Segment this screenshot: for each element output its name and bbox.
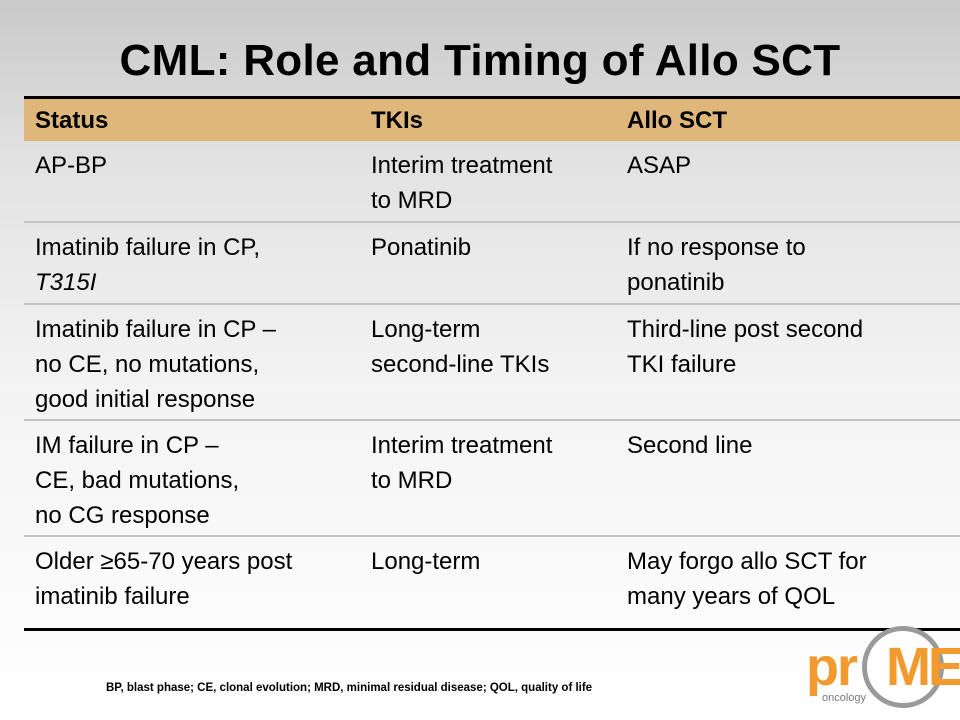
cell-status: IM failure in CP – CE, bad mutations, no…: [35, 432, 240, 529]
cell-allo-sct: Second line: [627, 432, 753, 459]
logo-subtext: oncology: [822, 692, 867, 704]
cell-tkis: Interim treatment to MRD: [371, 432, 553, 494]
cell-tkis: Interim treatment to MRD: [371, 152, 553, 214]
footnote: BP, blast phase; CE, clonal evolution; M…: [106, 682, 593, 694]
prime-oncology-logo: pr ME oncology: [800, 624, 960, 720]
logo-ring: [862, 626, 944, 708]
header-allo-sct: Allo SCT: [627, 106, 727, 134]
cell-tkis: Ponatinib: [371, 234, 472, 261]
cell-tkis: Long-term second-line TKIs: [371, 316, 550, 378]
logo-text-right: ME: [886, 637, 960, 697]
table-bottom-rule: [24, 628, 960, 631]
status-table: Status TKIs Allo SCT AP-BP Interim treat…: [24, 96, 960, 631]
logo-text-left: pr: [806, 637, 858, 697]
cell-allo-sct: If no response to ponatinib: [627, 234, 806, 296]
table-row: Imatinib failure in CP, T315I Ponatinib …: [24, 223, 960, 305]
cell-status: Imatinib failure in CP, T315I: [35, 234, 260, 296]
cell-allo-sct: Third-line post second TKI failure: [627, 316, 864, 378]
cell-status: Older ≥65-70 years post imatinib failure: [35, 548, 293, 610]
table-header-row: Status TKIs Allo SCT: [24, 99, 960, 141]
table-top-rule: [24, 96, 960, 99]
cell-tkis: Long-term: [371, 548, 481, 575]
cell-allo-sct: May forgo allo SCT for many years of QOL: [627, 548, 867, 610]
header-tkis: TKIs: [371, 106, 424, 134]
cell-status: AP-BP: [35, 152, 108, 179]
slide-title: CML: Role and Timing of Allo SCT: [119, 36, 841, 85]
table-row: Imatinib failure in CP – no CE, no mutat…: [24, 305, 960, 421]
table-row: IM failure in CP – CE, bad mutations, no…: [24, 421, 960, 537]
table-row: AP-BP Interim treatment to MRD ASAP: [24, 141, 960, 223]
cell-status: Imatinib failure in CP – no CE, no mutat…: [35, 316, 277, 413]
table-row: Older ≥65-70 years post imatinib failure…: [24, 537, 960, 628]
header-status: Status: [35, 106, 109, 134]
cell-allo-sct: ASAP: [627, 152, 692, 179]
